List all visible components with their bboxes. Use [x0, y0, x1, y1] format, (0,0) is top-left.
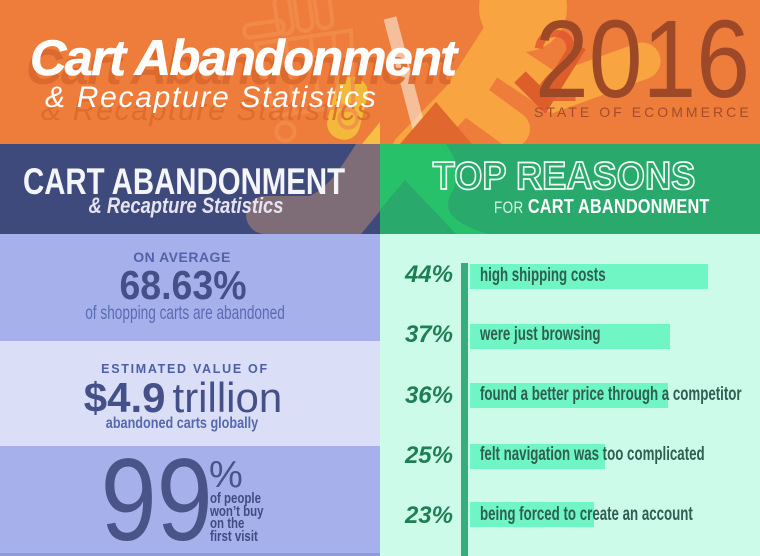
- svg-text:2016: 2016: [535, 0, 750, 121]
- svg-text:99: 99: [101, 452, 213, 552]
